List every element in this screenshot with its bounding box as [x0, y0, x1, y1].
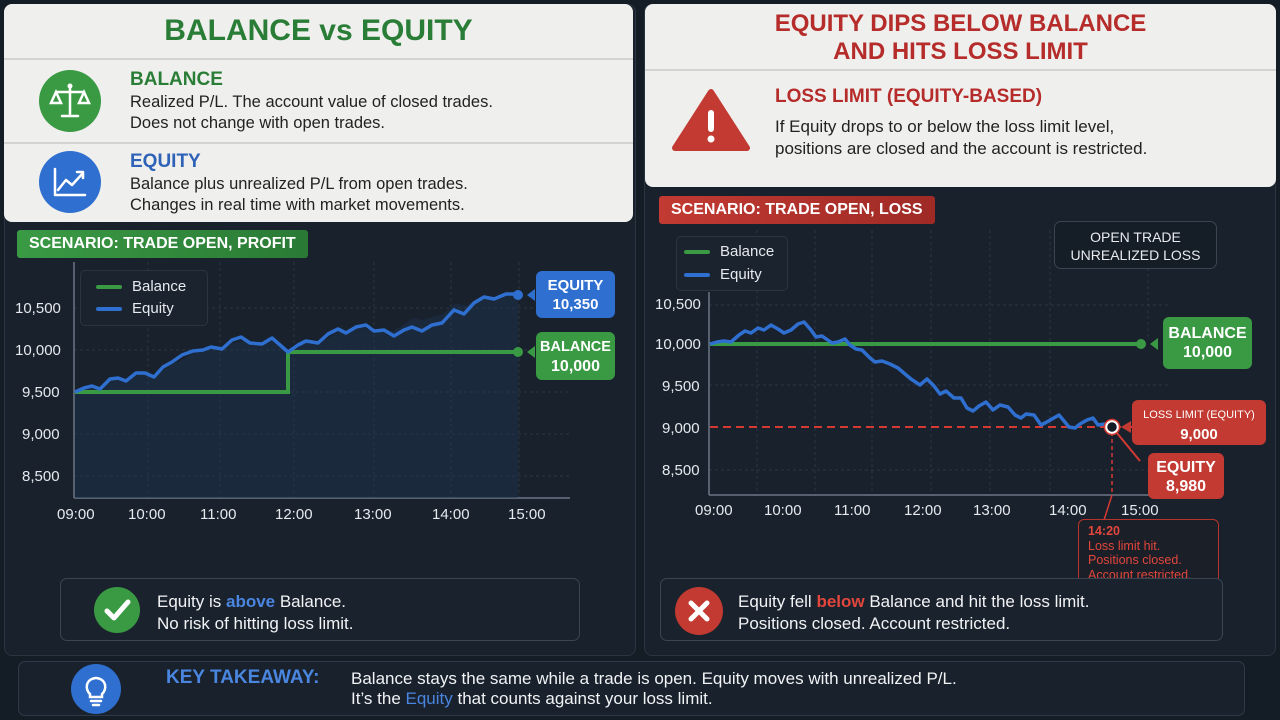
- equity-callout: EQUITY 8,980: [1148, 453, 1224, 499]
- takeaway-label: KEY TAKEAWAY:: [166, 667, 320, 688]
- loss-limit-desc-line1: If Equity drops to or below the loss lim…: [775, 117, 1115, 136]
- balance-callout: BALANCE 10,000: [1163, 317, 1252, 369]
- equity-desc-line2: Changes in real time with market movemen…: [130, 196, 465, 214]
- loss-note-line2: Positions closed. Account restricted.: [738, 614, 1011, 633]
- warning-icon: [672, 89, 750, 151]
- profit-chart-legend: [80, 270, 208, 326]
- balance-vs-equity-card: BALANCE vs EQUITY BALANCE Realized P/L. …: [4, 4, 633, 222]
- x-tick: 09:00: [57, 506, 95, 523]
- profit-note: [60, 578, 580, 641]
- legend-balance: Balance: [684, 243, 774, 260]
- open-trade-box: OPEN TRADE UNREALIZED LOSS: [1054, 221, 1217, 269]
- loss-limit-heading: LOSS LIMIT (EQUITY-BASED): [775, 86, 1043, 107]
- scenario-profit-badge: SCENARIO: TRADE OPEN, PROFIT: [17, 230, 308, 258]
- takeaway-line2: It’s the Equity that counts against your…: [351, 689, 713, 708]
- card-title: BALANCE vs EQUITY: [164, 14, 473, 47]
- profit-note-line2: No risk of hitting loss limit.: [157, 614, 354, 633]
- y-tick: 10,500: [15, 300, 61, 317]
- equity-callout: EQUITY 10,350: [536, 271, 615, 318]
- loss-limit-card: EQUITY DIPS BELOW BALANCE AND HITS LOSS …: [645, 4, 1276, 187]
- x-tick: 10:00: [764, 502, 802, 519]
- loss-note-line1: Equity fell below Balance and hit the lo…: [738, 592, 1090, 611]
- x-tick: 14:00: [432, 506, 470, 523]
- legend-balance: Balance: [96, 278, 186, 295]
- scenario-loss-badge: SCENARIO: TRADE OPEN, LOSS: [659, 196, 935, 224]
- x-tick: 10:00: [128, 506, 166, 523]
- y-tick: 10,500: [655, 296, 701, 313]
- equity-desc-line1: Balance plus unrealized P/L from open tr…: [130, 175, 468, 193]
- x-tick: 15:00: [1121, 502, 1159, 519]
- x-tick: 12:00: [275, 506, 313, 523]
- x-tick: 11:00: [200, 506, 237, 523]
- balance-desc-line1: Realized P/L. The account value of close…: [130, 93, 493, 111]
- y-tick: 8,500: [22, 468, 60, 485]
- y-tick: 9,000: [662, 420, 700, 437]
- loss-chart-legend: [676, 236, 788, 291]
- equity-heading: EQUITY: [130, 151, 201, 172]
- takeaway-line1: Balance stays the same while a trade is …: [351, 669, 957, 688]
- x-tick: 13:00: [973, 502, 1011, 519]
- key-takeaway-bar: [18, 661, 1245, 716]
- x-tick: 09:00: [695, 502, 733, 519]
- y-tick: 10,000: [15, 342, 61, 359]
- balance-callout: BALANCE 10,000: [536, 332, 615, 380]
- loss-note: [660, 578, 1223, 641]
- legend-equity: Equity: [96, 300, 174, 317]
- y-tick: 8,500: [662, 462, 700, 479]
- x-tick: 13:00: [354, 506, 392, 523]
- balance-desc-line2: Does not change with open trades.: [130, 114, 386, 132]
- card-title-line1: EQUITY DIPS BELOW BALANCE: [774, 10, 1147, 37]
- loss-limit-desc-line2: positions are closed and the account is …: [775, 139, 1148, 158]
- x-tick: 11:00: [834, 502, 871, 519]
- loss-limit-callout: LOSS LIMIT (EQUITY) 9,000: [1132, 400, 1266, 445]
- x-tick: 14:00: [1049, 502, 1087, 519]
- y-tick: 9,500: [22, 384, 60, 401]
- scale-icon: [39, 70, 101, 132]
- x-tick: 15:00: [508, 506, 546, 523]
- x-tick: 12:00: [904, 502, 942, 519]
- x-mark-icon: [675, 587, 723, 635]
- card-title-line2: AND HITS LOSS LIMIT: [833, 38, 1088, 65]
- loss-event-box: 14:20 Loss limit hit. Positions closed. …: [1078, 519, 1219, 585]
- balance-heading: BALANCE: [130, 69, 223, 90]
- y-tick: 10,000: [655, 336, 701, 353]
- legend-equity: Equity: [684, 266, 762, 283]
- chart-up-icon: [39, 151, 101, 213]
- checkmark-icon: [94, 587, 140, 633]
- y-tick: 9,000: [22, 426, 60, 443]
- y-tick: 9,500: [662, 378, 700, 395]
- profit-note-line1: Equity is above Balance.: [157, 592, 347, 611]
- lightbulb-icon: [71, 664, 121, 714]
